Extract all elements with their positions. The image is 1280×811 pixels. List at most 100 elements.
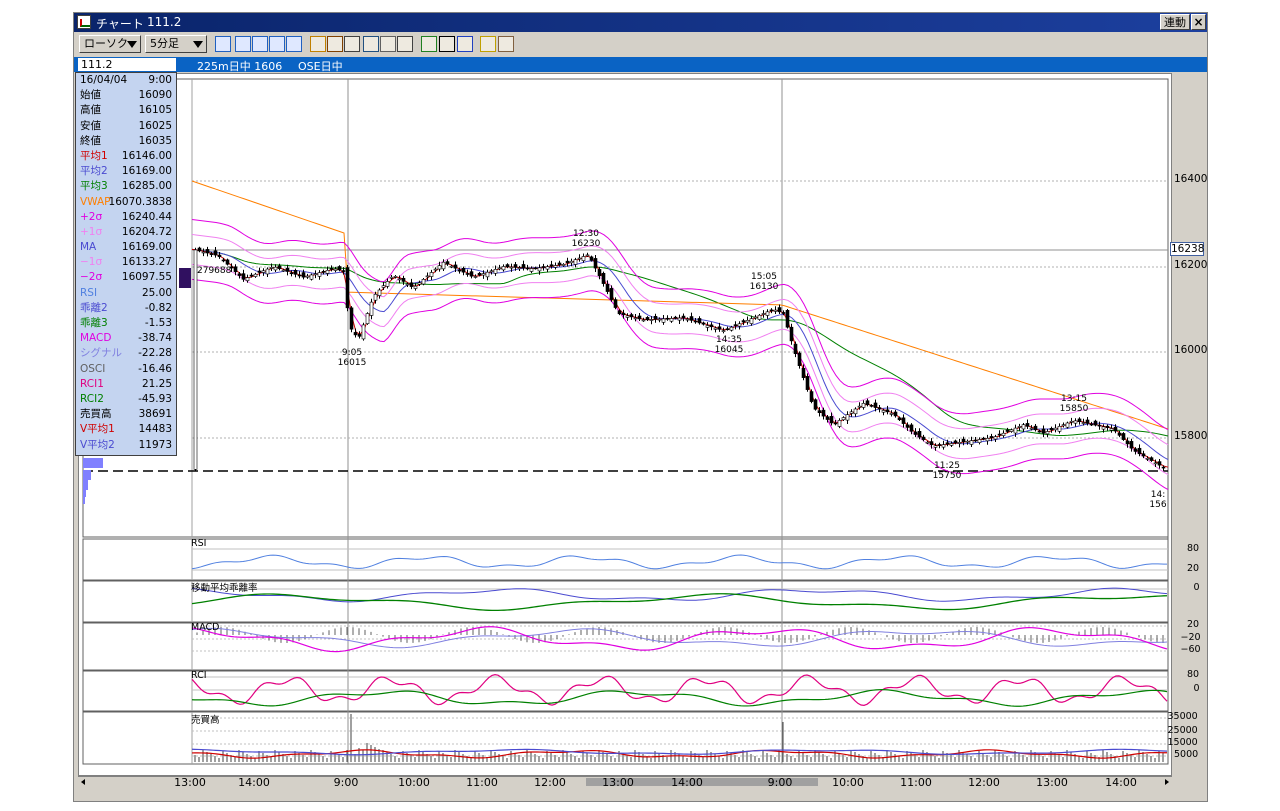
- wave-icon[interactable]: [344, 36, 360, 52]
- chart-canvas: [82, 78, 1169, 765]
- time-tick-label: 10:00: [832, 776, 864, 789]
- vma2-line: [191, 748, 1168, 756]
- code-input[interactable]: 111.2: [78, 58, 176, 71]
- data-row-label: V平均2: [80, 438, 115, 451]
- candle: [1097, 424, 1102, 427]
- data-row-value: 16090: [138, 89, 172, 102]
- pointer-icon[interactable]: [439, 36, 455, 52]
- subchart-tick-label: 25000: [1167, 725, 1198, 736]
- candle: [661, 318, 666, 323]
- zoom-icon[interactable]: [363, 36, 379, 52]
- data-row-label: 乖離3: [80, 317, 108, 329]
- bb-icon[interactable]: [252, 36, 268, 52]
- data-row-label: 終値: [80, 134, 101, 147]
- data-row-value: 16169.00: [121, 165, 172, 178]
- candle: [489, 270, 494, 273]
- data-row-value: 16097.55: [121, 271, 172, 284]
- volume-profile-bar: [83, 480, 88, 490]
- interval-select[interactable]: 5分足: [145, 35, 207, 53]
- link-button[interactable]: 連動: [1160, 14, 1190, 30]
- annotation-price: 15850: [1059, 404, 1089, 414]
- scroll-left-arrow-icon[interactable]: [78, 777, 89, 787]
- candle: [857, 405, 862, 408]
- candle: [529, 268, 534, 272]
- pa-icon[interactable]: [286, 36, 302, 52]
- price-annotation: 11:25 15750: [932, 461, 962, 481]
- settings-icon[interactable]: [498, 36, 514, 52]
- candle: [425, 275, 430, 278]
- horizontal-scrollbar[interactable]: [78, 776, 1172, 787]
- scroll-thumb[interactable]: [586, 778, 818, 786]
- candle: [965, 440, 970, 443]
- chart-type-select[interactable]: ローソク: [79, 35, 141, 53]
- mle-icon[interactable]: [269, 36, 285, 52]
- candle: [193, 249, 198, 470]
- candle: [777, 307, 782, 313]
- subchart-tick-label: −60: [1180, 644, 1201, 655]
- data-row-value: 14483: [138, 423, 172, 436]
- candle: [229, 266, 234, 269]
- data-row-label: 平均2: [80, 165, 108, 178]
- data-row-label: 平均1: [80, 149, 108, 162]
- candle: [681, 315, 686, 319]
- data-row-label: OSCI: [80, 362, 106, 375]
- ruler-icon[interactable]: [397, 36, 413, 52]
- candle: [373, 293, 378, 301]
- ma-icon[interactable]: [235, 36, 251, 52]
- candle: [593, 258, 598, 269]
- candle: [909, 424, 914, 432]
- line-tool-icon[interactable]: [310, 36, 326, 52]
- candle: [521, 264, 526, 269]
- time-tick-label: 10:00: [398, 776, 430, 789]
- candle: [609, 288, 614, 300]
- subchart-tick-label: 5000: [1174, 749, 1199, 760]
- chart-type-icon[interactable]: [215, 36, 231, 52]
- candle: [873, 402, 878, 408]
- candle: [1053, 427, 1058, 431]
- candle: [1125, 440, 1130, 445]
- candle: [353, 332, 358, 336]
- price-tick-label: 16400: [1174, 173, 1208, 185]
- candle: [1121, 433, 1126, 440]
- close-button[interactable]: ×: [1191, 14, 1206, 30]
- eraser-icon[interactable]: [457, 36, 473, 52]
- price-annotation: 12:30 16230: [571, 229, 601, 249]
- pen-icon[interactable]: [421, 36, 437, 52]
- candle: [221, 259, 226, 262]
- candle: [805, 376, 810, 390]
- scroll-right-arrow-icon[interactable]: [1161, 777, 1172, 787]
- subchart-panel: [82, 670, 1169, 712]
- candle: [901, 417, 906, 424]
- candle: [1081, 422, 1086, 424]
- time-tick-label: 14:00: [671, 776, 703, 789]
- candle: [713, 327, 718, 330]
- candle: [473, 276, 478, 278]
- candle: [897, 417, 902, 421]
- data-row-label: 売買高: [80, 408, 112, 421]
- candle: [225, 259, 230, 265]
- ma3-line: [191, 248, 1169, 437]
- print-icon[interactable]: [480, 36, 496, 52]
- candle: [293, 270, 298, 275]
- chart-area[interactable]: [78, 73, 1172, 776]
- candle: [397, 278, 402, 281]
- time-tick-label: 13:00: [1036, 776, 1068, 789]
- annotation-price: 156: [1149, 500, 1167, 510]
- candle: [349, 307, 354, 330]
- candle: [1113, 426, 1118, 432]
- candle: [773, 309, 778, 312]
- data-row: シグナル -22.28: [76, 346, 176, 361]
- candle: [629, 314, 634, 318]
- data-row: +2σ 16240.44: [76, 210, 176, 225]
- candle: [1117, 432, 1122, 436]
- fib-icon[interactable]: [327, 36, 343, 52]
- candle: [697, 318, 702, 324]
- candle: [361, 324, 366, 340]
- candle: [1005, 429, 1010, 432]
- candle: [685, 318, 690, 321]
- candle: [821, 409, 826, 417]
- volume-icon[interactable]: [380, 36, 396, 52]
- candle: [377, 289, 382, 296]
- candle: [705, 325, 710, 328]
- candle: [421, 279, 426, 285]
